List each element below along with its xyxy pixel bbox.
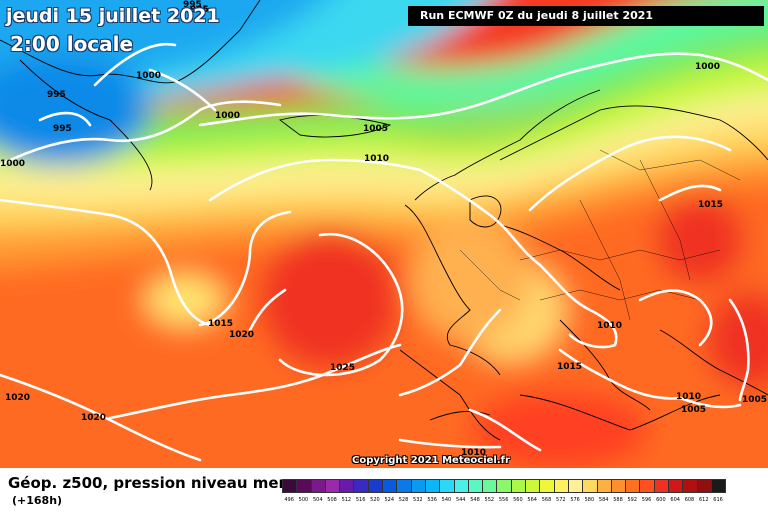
isobar-label: 1015 <box>698 200 723 210</box>
color-scale-swatch <box>482 479 498 493</box>
copyright-notice: Copyright 2021 Meteociel.fr <box>352 455 510 466</box>
color-scale-swatch <box>382 479 398 493</box>
color-scale-swatch <box>410 479 426 493</box>
color-scale-swatch <box>582 479 598 493</box>
color-scale <box>282 479 727 493</box>
color-scale-swatch <box>396 479 412 493</box>
isobar-label: 1005 <box>363 124 388 134</box>
coastlines <box>0 0 768 441</box>
isobar-label: 1010 <box>597 321 622 331</box>
color-scale-label: 500 <box>298 497 309 503</box>
color-scale-label: 600 <box>656 497 666 503</box>
color-scale-swatch <box>453 479 469 493</box>
color-scale-swatch <box>625 479 641 493</box>
forecast-time-title: 2:00 locale <box>10 32 134 56</box>
color-scale-label: 508 <box>327 497 337 503</box>
color-scale-swatch <box>539 479 555 493</box>
color-scale-swatch <box>282 479 298 493</box>
color-scale-swatch <box>367 479 384 493</box>
color-scale-swatch <box>324 479 341 493</box>
color-scale-swatch <box>339 479 355 493</box>
isobar-label: 1010 <box>461 448 486 458</box>
color-scale-swatch <box>310 479 326 493</box>
isobar-label: 1020 <box>5 393 30 403</box>
isobar-label: 995 <box>183 0 202 10</box>
run-banner: Run ECMWF 0Z du jeudi 8 juillet 2021 <box>408 6 764 26</box>
color-scale-swatch <box>525 479 541 493</box>
isobar-labels: 995 995 995 995 1000 1000 1000 1000 1005… <box>0 0 767 458</box>
isobar-label: 1000 <box>136 71 161 81</box>
color-scale-swatch <box>610 479 627 493</box>
color-scale-swatch <box>653 479 670 493</box>
color-scale-labels: 496 500 504 508 512 516 520 524 528 532 536 540 544 5… <box>282 497 725 503</box>
isobar-label: 1015 <box>208 319 233 329</box>
color-scale-label: 524 <box>384 497 394 503</box>
color-scale-label: 596 <box>641 497 652 503</box>
isobar-label: 1005 <box>681 405 706 415</box>
isobar-label: 1015 <box>557 362 582 372</box>
color-scale-label: 616 <box>713 497 723 503</box>
color-scale-label: 588 <box>613 497 623 503</box>
isobar-label: 1020 <box>81 413 106 423</box>
color-scale-label: 580 <box>584 497 595 503</box>
forecast-date-title: jeudi 15 juillet 2021 <box>6 5 220 27</box>
isobar-label: 995 <box>190 5 209 15</box>
color-scale-swatch <box>424 479 441 493</box>
color-scale-swatch <box>553 479 569 493</box>
color-scale-label: 584 <box>598 497 609 503</box>
isobar-label: 995 <box>47 90 66 100</box>
isobar-label: 1020 <box>229 330 254 340</box>
color-scale-swatch <box>510 479 527 493</box>
color-scale-swatch <box>710 479 727 493</box>
isobar-label: 1005 <box>742 395 767 405</box>
color-scale-swatch <box>639 479 655 493</box>
color-scale-label: 552 <box>484 497 495 503</box>
isobar-label: 1000 <box>215 111 240 121</box>
color-scale-swatch <box>682 479 698 493</box>
color-scale-swatch <box>696 479 712 493</box>
isobar-label: 1000 <box>0 159 25 169</box>
isobar-label: 1010 <box>364 154 389 164</box>
color-scale-label: 576 <box>570 497 580 503</box>
color-scale-label: 496 <box>284 497 294 503</box>
color-scale-swatch <box>439 479 455 493</box>
color-scale-label: 516 <box>355 497 366 503</box>
color-scale-label: 520 <box>370 497 380 503</box>
color-scale-label: 512 <box>341 497 352 503</box>
color-scale-swatch <box>353 479 369 493</box>
color-scale-label: 612 <box>698 497 709 503</box>
color-scale-swatch <box>668 479 684 493</box>
color-scale-swatch <box>567 479 584 493</box>
color-scale-swatch <box>296 479 312 493</box>
geopotential-field <box>0 0 768 468</box>
color-scale-label: 604 <box>670 497 680 503</box>
isobar-label: 1000 <box>695 62 720 72</box>
color-scale-swatch <box>496 479 512 493</box>
isobar-label: 1025 <box>330 363 355 373</box>
forecast-lead-time: (+168h) <box>12 494 63 507</box>
isobar-label: 1010 <box>676 392 701 402</box>
color-scale-label: 608 <box>684 497 695 503</box>
map-parameter-title: Géop. z500, pression niveau mer <box>8 474 286 492</box>
color-scale-label: 548 <box>470 497 480 503</box>
color-scale-label: 592 <box>627 497 638 503</box>
color-scale-label: 544 <box>455 497 466 503</box>
color-scale-label: 556 <box>498 497 509 503</box>
color-scale-label: 572 <box>556 497 566 503</box>
color-scale-label: 536 <box>427 497 437 503</box>
color-scale-swatch <box>467 479 484 493</box>
color-scale-label: 560 <box>513 497 523 503</box>
color-scale-label: 564 <box>527 497 537 503</box>
isobars <box>0 42 768 462</box>
color-scale-swatch <box>596 479 612 493</box>
color-scale-label: 532 <box>413 497 423 503</box>
color-scale-label: 528 <box>398 497 409 503</box>
color-scale-label: 568 <box>541 497 552 503</box>
color-scale-label: 540 <box>441 497 452 503</box>
weather-map: 995 995 995 995 1000 1000 1000 1000 1005… <box>0 0 768 468</box>
color-scale-label: 504 <box>312 497 323 503</box>
isobar-label: 995 <box>53 124 72 134</box>
